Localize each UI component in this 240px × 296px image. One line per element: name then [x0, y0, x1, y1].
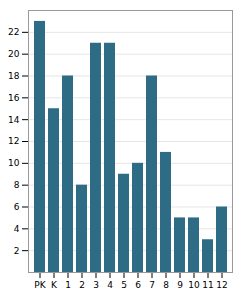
svg-text:6: 6 [14, 202, 20, 212]
svg-text:2: 2 [14, 246, 20, 256]
svg-text:16: 16 [8, 93, 20, 103]
svg-text:22: 22 [8, 27, 19, 37]
svg-text:12: 12 [8, 136, 19, 146]
svg-text:3: 3 [93, 280, 99, 290]
svg-text:PK: PK [34, 280, 46, 290]
svg-text:14: 14 [8, 115, 20, 125]
svg-text:4: 4 [107, 280, 113, 290]
svg-text:8: 8 [14, 180, 20, 190]
svg-text:5: 5 [121, 280, 127, 290]
svg-text:8: 8 [163, 280, 169, 290]
svg-text:K: K [51, 280, 58, 290]
svg-text:4: 4 [14, 224, 20, 234]
svg-text:1: 1 [65, 280, 71, 290]
svg-text:2: 2 [79, 280, 85, 290]
svg-text:18: 18 [8, 71, 20, 81]
svg-text:10: 10 [188, 280, 200, 290]
svg-text:10: 10 [8, 158, 20, 168]
svg-text:11: 11 [202, 280, 213, 290]
svg-text:20: 20 [8, 49, 20, 59]
svg-text:7: 7 [149, 280, 155, 290]
svg-text:6: 6 [135, 280, 141, 290]
svg-text:12: 12 [216, 280, 227, 290]
svg-text:9: 9 [177, 280, 183, 290]
